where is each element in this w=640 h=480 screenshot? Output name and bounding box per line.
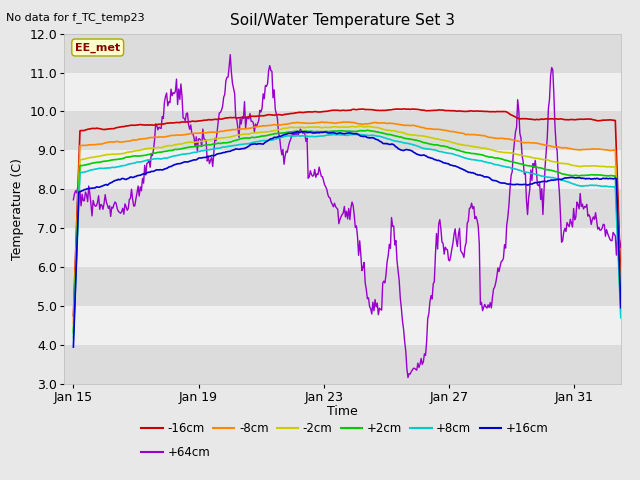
Title: Soil/Water Temperature Set 3: Soil/Water Temperature Set 3 — [230, 13, 455, 28]
Bar — [64, 345, 621, 384]
X-axis label: Time: Time — [327, 405, 358, 419]
Bar — [64, 72, 621, 111]
Bar — [64, 267, 621, 306]
Text: No data for f_TC_temp23: No data for f_TC_temp23 — [6, 12, 145, 23]
Bar — [64, 111, 621, 150]
Bar — [64, 34, 621, 72]
Text: EE_met: EE_met — [75, 42, 120, 53]
Bar — [64, 189, 621, 228]
Bar — [64, 228, 621, 267]
Legend: +64cm: +64cm — [137, 442, 215, 464]
Bar — [64, 150, 621, 189]
Y-axis label: Temperature (C): Temperature (C) — [11, 158, 24, 260]
Bar — [64, 306, 621, 345]
